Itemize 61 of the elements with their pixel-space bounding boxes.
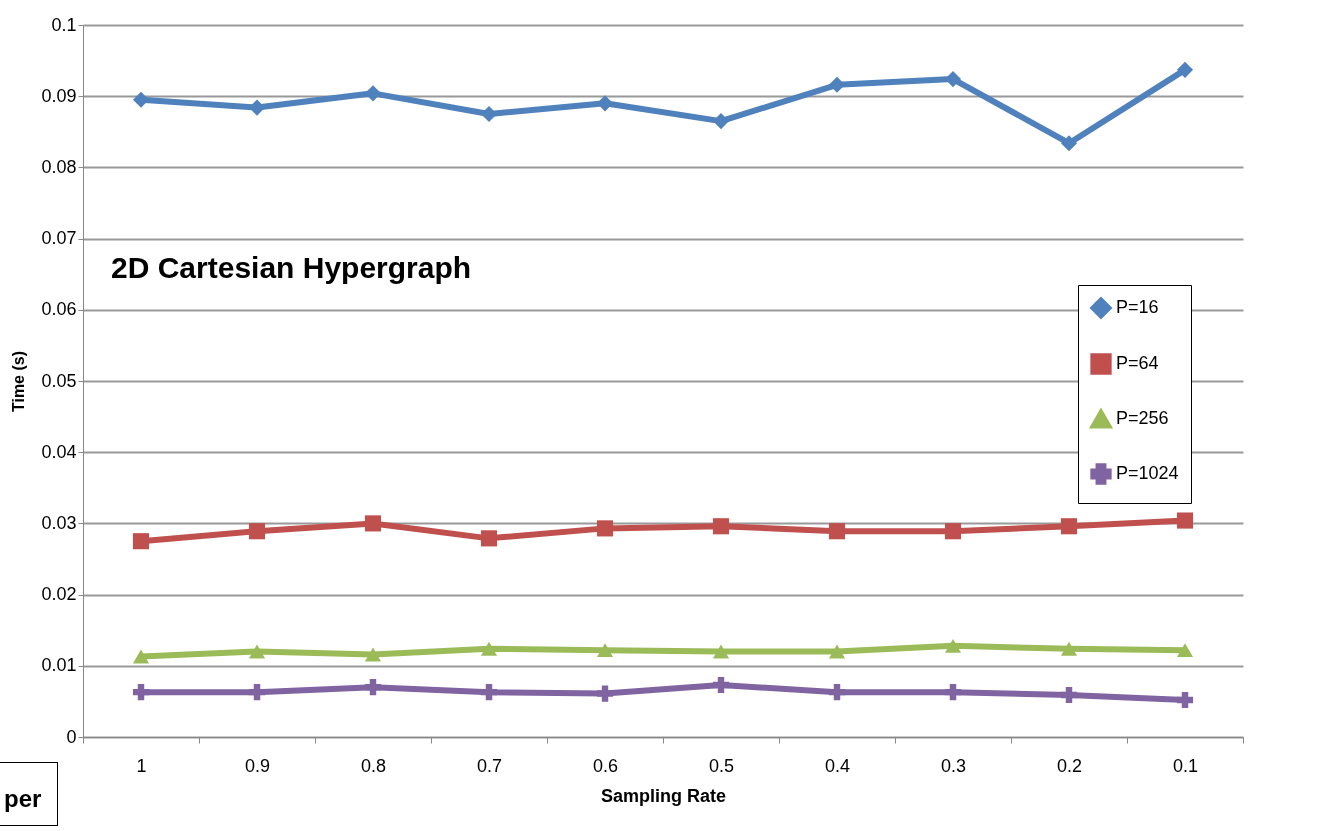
y-tick-label: 0.02 [41, 584, 77, 605]
legend-label: P=64 [1116, 353, 1159, 373]
point [596, 520, 614, 537]
point [828, 644, 846, 659]
point [248, 684, 266, 701]
point [1176, 643, 1194, 658]
point [828, 684, 846, 701]
x-tick-label: 0.2 [1056, 755, 1083, 776]
y-tick-label: 0 [66, 726, 77, 747]
legend-label: P=256 [1116, 408, 1169, 428]
point [480, 684, 498, 701]
point [596, 643, 614, 658]
point [712, 518, 730, 535]
point [712, 644, 730, 659]
x-tick-label: 0.6 [592, 755, 619, 776]
point [1060, 518, 1078, 535]
point [1060, 686, 1078, 704]
point [596, 685, 614, 702]
y-axis-title: Time (s) [10, 350, 28, 413]
y-tick-label: 0.05 [41, 370, 77, 391]
x-tick-label: 0.1 [1172, 755, 1199, 776]
point [712, 676, 730, 694]
text: 2D Cartesian Hypergraph [111, 251, 472, 284]
point [480, 641, 498, 656]
y-tick-label: 0.01 [41, 655, 77, 676]
point [248, 644, 266, 659]
point [1176, 61, 1194, 78]
x-tick-label: 0.7 [476, 755, 503, 776]
y-tick-label: 0.07 [41, 228, 77, 249]
point [132, 533, 150, 550]
point [480, 530, 498, 547]
y-tick-label: 0.08 [41, 156, 77, 177]
legend-label: P=16 [1116, 297, 1159, 317]
point [1060, 135, 1078, 152]
y-tick-label: 0.1 [51, 14, 77, 35]
y-tick-label: 0.06 [41, 299, 77, 320]
y-tick-label: 0.03 [41, 512, 77, 533]
x-tick-label: 0.4 [824, 755, 851, 776]
x-tick-label: 0.8 [360, 755, 387, 776]
x-tick-label: 0.9 [244, 755, 271, 776]
point [1060, 641, 1078, 656]
y-tick-label: 0.04 [41, 441, 77, 462]
point [132, 649, 150, 664]
point [944, 523, 962, 540]
x-tick-label: 0.3 [940, 755, 967, 776]
legend-label: P=1024 [1116, 463, 1179, 483]
point [828, 523, 846, 540]
text: per [0, 762, 59, 826]
point [364, 515, 382, 532]
x-tick-label: 0.5 [708, 755, 735, 776]
y-tick-label: 0.09 [41, 85, 77, 106]
point [1176, 512, 1194, 529]
point [364, 679, 382, 696]
point [132, 684, 150, 701]
point [248, 523, 266, 540]
point [1176, 691, 1194, 709]
x-tick-label: 1 [136, 755, 147, 776]
point [944, 638, 962, 653]
x-axis-title: Sampling Rate [600, 785, 727, 806]
point [364, 647, 382, 662]
point [944, 684, 962, 701]
